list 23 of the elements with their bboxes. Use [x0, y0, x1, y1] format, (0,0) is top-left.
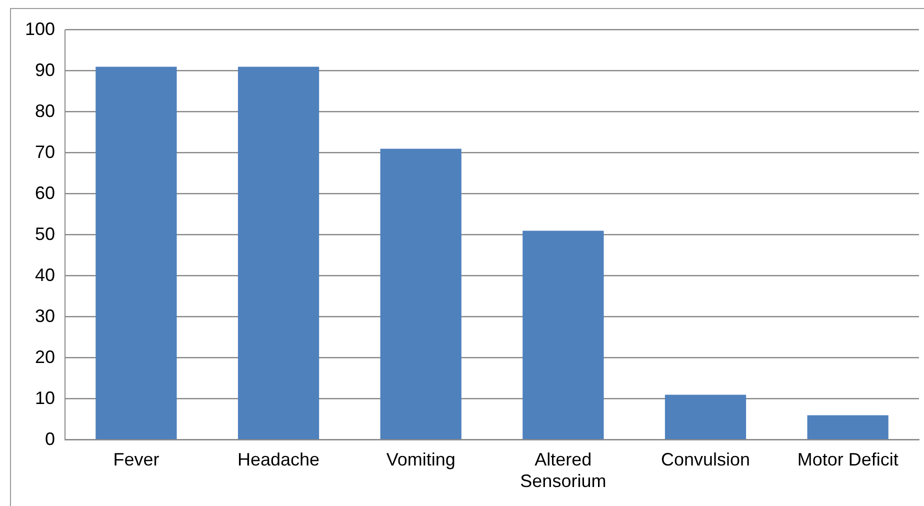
x-tick-label: Fever	[113, 450, 160, 470]
y-tick-label: 70	[35, 142, 56, 162]
y-tick-label: 50	[35, 224, 56, 244]
y-tick-label: 0	[45, 428, 56, 449]
y-tick-label: 30	[35, 306, 56, 326]
y-tick-label: 60	[35, 182, 56, 203]
bar	[238, 66, 320, 440]
y-tick-label: 90	[35, 60, 56, 80]
x-tick-label: Motor Deficit	[797, 450, 898, 470]
bar	[522, 230, 604, 440]
x-tick-label: Vomiting	[386, 450, 456, 470]
x-tick-label: Altered Sensorium	[520, 450, 606, 492]
y-tick-label: 10	[35, 388, 56, 408]
x-tick-label: Convulsion	[660, 450, 750, 470]
y-tick-label: 80	[35, 100, 56, 121]
bar	[807, 415, 888, 440]
x-tick-label: Headache	[237, 450, 320, 470]
bar	[96, 66, 177, 440]
y-tick-label: 100	[24, 18, 56, 39]
y-tick-label: 20	[35, 346, 56, 367]
y-tick-label: 40	[35, 264, 56, 285]
bar	[380, 148, 462, 440]
bar	[664, 394, 746, 440]
